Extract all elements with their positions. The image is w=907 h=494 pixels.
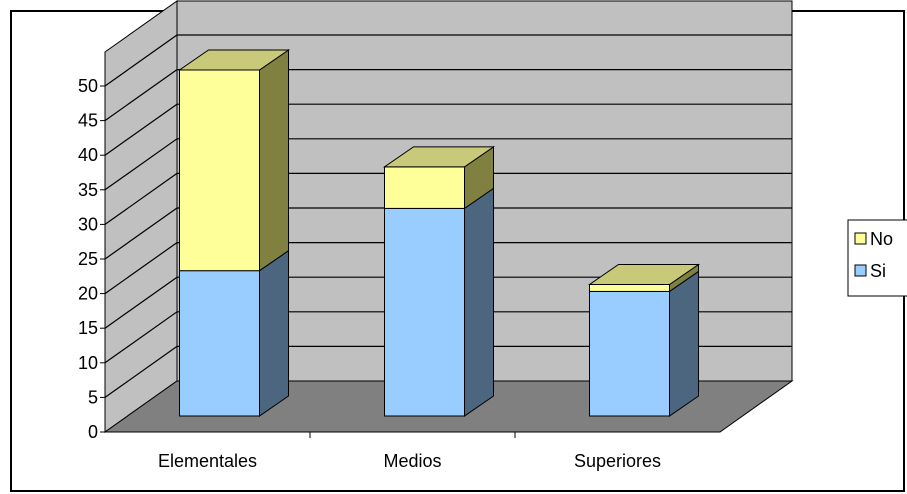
y-tick-label: 10 bbox=[78, 353, 98, 373]
gridline bbox=[104, 345, 792, 398]
bar-front-no bbox=[589, 284, 670, 292]
bar-front-si bbox=[589, 290, 670, 417]
bar-side-si bbox=[669, 270, 699, 417]
x-tick-label: Medios bbox=[383, 451, 441, 471]
gridline bbox=[104, 103, 792, 156]
x-axis-tick-labels: Elementales Medios Superiores bbox=[158, 451, 661, 471]
x-tick-label: Superiores bbox=[574, 451, 661, 471]
y-tick-label: 35 bbox=[78, 180, 98, 200]
y-tick-label: 20 bbox=[78, 284, 98, 304]
legend-label-no: No bbox=[870, 229, 893, 249]
gridline bbox=[104, 68, 792, 122]
gridline bbox=[104, 138, 792, 191]
y-axis-tick-labels: 0 5 10 15 20 25 30 35 40 45 50 bbox=[78, 76, 98, 442]
y-tick-label: 15 bbox=[78, 318, 98, 338]
gridline bbox=[104, 172, 792, 225]
gridline bbox=[104, 276, 792, 329]
x-tick-label: Elementales bbox=[158, 451, 257, 471]
y-tick-label: 50 bbox=[78, 76, 98, 96]
gridlines bbox=[104, 34, 792, 398]
legend-swatch-si bbox=[854, 264, 867, 277]
bar-top bbox=[587, 264, 701, 286]
bar-front-no bbox=[179, 69, 260, 272]
axes bbox=[100, 52, 720, 438]
y-tick-label: 40 bbox=[78, 145, 98, 165]
gridline bbox=[104, 34, 792, 87]
bar-front-si bbox=[384, 207, 465, 417]
y-tick-label: 30 bbox=[78, 214, 98, 234]
legend-swatch-no bbox=[854, 232, 867, 245]
bar-side-no bbox=[259, 49, 289, 272]
bar-front-no bbox=[384, 166, 465, 209]
y-tick-label: 0 bbox=[88, 422, 98, 442]
bar-front-si bbox=[179, 270, 260, 417]
bar-top bbox=[382, 146, 496, 168]
gridline bbox=[104, 207, 792, 260]
bar-top bbox=[177, 49, 291, 71]
legend: No Si bbox=[847, 219, 907, 297]
bar-side-si bbox=[259, 249, 289, 417]
y-tick-label: 25 bbox=[78, 249, 98, 269]
gridline bbox=[104, 242, 792, 295]
bars bbox=[177, 49, 701, 417]
y-tick-label: 45 bbox=[78, 111, 98, 131]
gridline bbox=[104, 311, 792, 364]
y-tick-label: 5 bbox=[88, 387, 98, 407]
legend-label-si: Si bbox=[870, 261, 886, 281]
bar-side-si bbox=[464, 187, 494, 417]
